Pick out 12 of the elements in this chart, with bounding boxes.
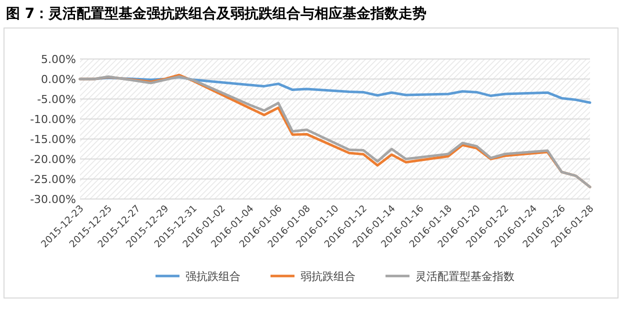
- y-tick-label: -5.00%: [37, 93, 76, 106]
- y-tick-label: -10.00%: [30, 113, 76, 126]
- y-tick-label: -30.00%: [30, 193, 76, 206]
- y-tick-label: -20.00%: [30, 153, 76, 166]
- legend-label: 强抗跌组合: [186, 270, 240, 283]
- legend-label: 弱抗跌组合: [300, 270, 356, 283]
- y-tick-label: 5.00%: [41, 53, 76, 66]
- y-tick-label: 0.00%: [41, 73, 76, 86]
- legend-label: 灵活配置型基金指数: [416, 270, 514, 283]
- y-tick-label: -25.00%: [30, 173, 76, 186]
- y-tick-label: -15.00%: [30, 133, 76, 146]
- chart-title: 图 7：灵活配置型基金强抗跌组合及弱抗跌组合与相应基金指数走势: [6, 5, 427, 22]
